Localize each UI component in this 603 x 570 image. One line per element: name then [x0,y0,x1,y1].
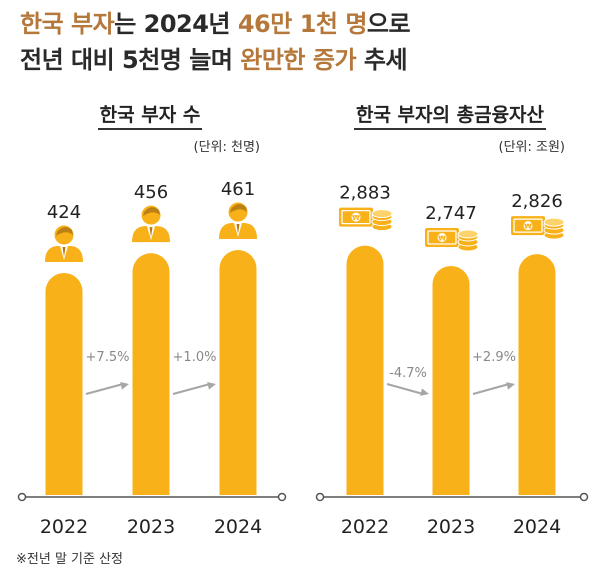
person-icon [219,202,257,240]
person-icon [132,205,170,243]
bar [45,273,83,495]
value-label: 461 [221,179,255,200]
value-label: 2,883 [339,183,391,204]
headline-line-1: 한국 부자는 2024년 46만 1천 명으로 [20,6,590,42]
money-icon [425,228,479,252]
axis-end-dot [277,492,287,502]
bar [518,254,556,495]
tick-label: 2024 [214,516,262,538]
banknote-won [351,212,361,222]
axis-end-dot [315,492,325,502]
headline-segment: 전년 대비 5천명 늘며 [20,46,241,74]
headline: 한국 부자는 2024년 46만 1천 명으로 전년 대비 5천명 늘며 완만한… [20,6,590,78]
person-hair [56,226,73,236]
won-sign: ₩ [524,223,532,231]
chart-1-title: 한국 부자 수 [30,100,270,130]
banknote-won [523,221,533,231]
change-arrow-head [120,382,129,390]
coin-top [457,229,479,239]
headline-segment: 46만 1천 명 [237,10,368,38]
change-label: -4.7% [389,366,427,381]
bar [132,253,170,495]
tick-label: 2023 [127,516,175,538]
person-tie [149,227,153,238]
change-arrow [472,382,510,396]
tick-label: 2022 [40,516,88,538]
bar [346,245,384,495]
bar [432,266,470,495]
headline-segment: 는 2024년 [114,10,238,38]
change-arrow-head [207,382,216,390]
banknote-border [513,218,543,233]
banknote-border [427,230,457,245]
change-arrow [386,382,424,396]
tick-label: 2022 [341,516,389,538]
tick-label: 2024 [513,516,561,538]
change-label: +2.9% [472,350,516,365]
chart-2-title: 한국 부자의 총금융자산 [320,100,580,130]
value-label: 424 [47,202,81,223]
axis-end-dot [579,492,589,502]
value-label: 456 [134,182,168,203]
value-label: 2,826 [511,191,563,212]
person-hair [143,207,160,217]
coin-top [543,217,565,227]
money-icon [339,207,393,232]
chart-1-unit: (단위: 천명) [193,140,261,155]
footnote: ※전년 말 기준 산정 [16,552,124,567]
bar [219,250,257,495]
change-arrow-head [506,382,515,390]
change-label: +1.0% [173,350,217,365]
money-icon [511,216,565,240]
headline-segment: 완만한 증가 [240,46,357,74]
won-sign: ₩ [438,235,446,243]
person-hair [230,203,247,214]
headline-segment: 추세 [356,46,408,74]
person-tie [62,247,66,257]
banknote-won [437,233,447,242]
change-label: +7.5% [86,350,130,365]
headline-segment: 한국 부자 [20,10,115,38]
person-tie [236,224,240,235]
change-arrow-head [420,388,429,396]
won-sign: ₩ [352,214,360,222]
coin-top [371,209,393,219]
axis-end-dot [17,492,27,502]
banknote-border [341,209,371,225]
chart-2-unit: (단위: 조원) [498,140,566,155]
person-icon [45,225,83,262]
change-arrow [172,382,211,396]
headline-segment: 으로 [366,10,411,38]
value-label: 2,747 [425,203,477,224]
headline-line-2: 전년 대비 5천명 늘며 완만한 증가 추세 [20,42,590,78]
change-arrow [85,382,124,396]
tick-label: 2023 [427,516,475,538]
